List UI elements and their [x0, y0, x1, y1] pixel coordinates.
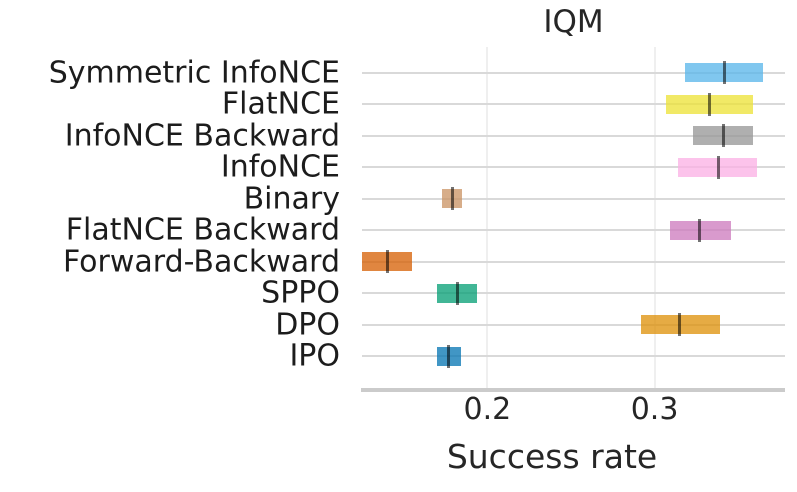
- row-label: Binary: [243, 180, 340, 216]
- iqm-line: [450, 187, 454, 211]
- iqm-line: [698, 218, 702, 242]
- row-label: FlatNCE: [221, 86, 340, 122]
- row-gridline: [362, 292, 785, 295]
- row-gridline: [362, 166, 785, 169]
- iqm-line: [385, 250, 389, 274]
- iqm-line: [723, 61, 727, 85]
- row-gridline: [362, 229, 785, 232]
- row-gridline: [362, 103, 785, 106]
- chart-title: IQM: [543, 4, 604, 40]
- row-gridline: [362, 134, 785, 137]
- row-gridline: [362, 197, 785, 200]
- iqm-line: [716, 155, 720, 179]
- x-tick-label: 0.2: [463, 392, 512, 427]
- x-gridline: [486, 47, 489, 388]
- row-gridline: [362, 71, 785, 74]
- row-gridline: [362, 323, 785, 326]
- x-axis-label: Success rate: [446, 437, 658, 476]
- row-label: DPO: [275, 306, 340, 342]
- x-gridline: [653, 47, 656, 388]
- iqm-line: [708, 92, 712, 116]
- row-gridline: [362, 355, 785, 358]
- row-label: IPO: [289, 338, 340, 374]
- row-label: SPPO: [261, 275, 340, 311]
- row-label: InfoNCE Backward: [64, 117, 340, 153]
- row-gridline: [362, 260, 785, 263]
- iqm-line: [678, 313, 682, 337]
- x-axis-line: [361, 388, 785, 392]
- iqm-line: [721, 124, 725, 148]
- x-tick-label: 0.3: [630, 392, 679, 427]
- iqm-line: [447, 344, 451, 368]
- row-label: InfoNCE: [220, 149, 340, 185]
- iqm-line: [455, 281, 459, 305]
- row-label: Symmetric InfoNCE: [48, 54, 340, 90]
- row-label: Forward-Backward: [62, 243, 340, 279]
- row-label: FlatNCE Backward: [65, 212, 340, 248]
